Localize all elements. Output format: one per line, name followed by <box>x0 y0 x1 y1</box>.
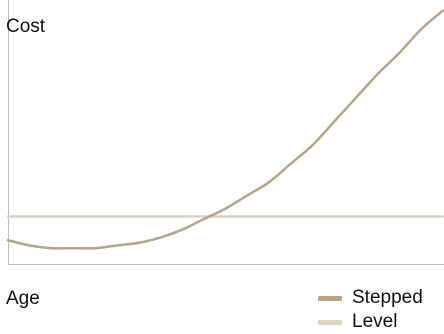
legend-label-stepped: Stepped <box>352 287 423 308</box>
series-line-stepped <box>6 9 444 250</box>
legend-swatch-stepped <box>318 295 342 301</box>
legend-label-level: Level <box>352 311 398 332</box>
legend: Stepped Level <box>318 286 423 334</box>
legend-item-stepped: Stepped <box>318 286 423 310</box>
x-axis-label: Age <box>6 288 40 309</box>
y-axis-label: Cost <box>6 16 46 37</box>
series-layer <box>6 9 444 250</box>
legend-swatch-level <box>318 319 342 325</box>
legend-item-level: Level <box>318 310 423 334</box>
